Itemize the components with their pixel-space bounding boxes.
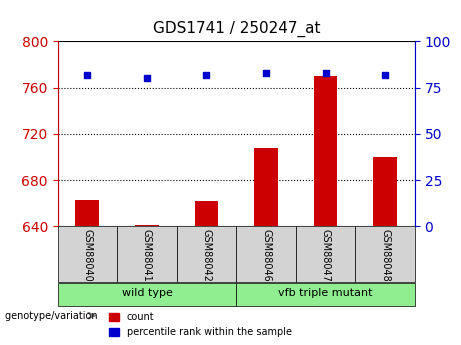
Bar [195,201,219,226]
FancyBboxPatch shape [58,283,236,306]
Point [322,70,329,76]
Title: GDS1741 / 250247_at: GDS1741 / 250247_at [153,21,320,37]
FancyBboxPatch shape [177,226,236,282]
Point [381,72,389,77]
Text: vfb triple mutant: vfb triple mutant [278,288,373,298]
FancyBboxPatch shape [236,226,296,282]
Text: GSM88041: GSM88041 [142,229,152,282]
Bar [76,200,99,226]
Text: genotype/variation: genotype/variation [5,311,100,321]
Text: GSM88042: GSM88042 [201,229,212,282]
Text: GSM88047: GSM88047 [320,229,331,282]
Legend: count, percentile rank within the sample: count, percentile rank within the sample [106,309,295,340]
FancyBboxPatch shape [117,226,177,282]
Point [262,70,270,76]
Text: GSM88040: GSM88040 [83,229,92,282]
Point [84,72,91,77]
Text: GSM88048: GSM88048 [380,229,390,282]
Bar [313,76,337,226]
Point [203,72,210,77]
Text: GSM88046: GSM88046 [261,229,271,282]
Bar [254,148,278,226]
Bar [135,225,159,226]
FancyBboxPatch shape [296,226,355,282]
FancyBboxPatch shape [236,283,415,306]
Bar [373,157,397,226]
Point [143,76,151,81]
FancyBboxPatch shape [58,226,117,282]
Text: wild type: wild type [122,288,172,298]
FancyBboxPatch shape [355,226,415,282]
